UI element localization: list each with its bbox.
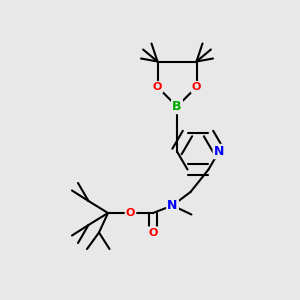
Text: O: O (148, 227, 158, 238)
Text: N: N (214, 145, 224, 158)
Text: O: O (126, 208, 135, 218)
Text: N: N (167, 199, 178, 212)
Text: O: O (192, 82, 201, 92)
Text: O: O (153, 82, 162, 92)
Text: B: B (172, 100, 182, 113)
